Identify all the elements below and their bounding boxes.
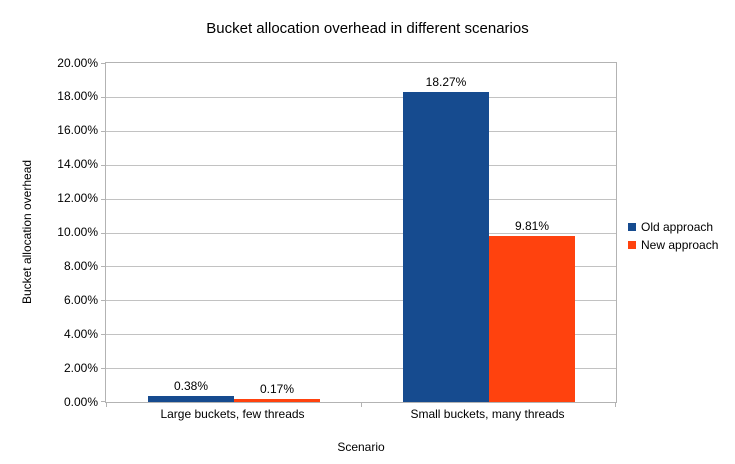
bar-new-approach	[489, 236, 575, 402]
y-axis-tick-label: 6.00%	[63, 293, 98, 307]
x-category-label: Small buckets, many threads	[410, 407, 565, 421]
x-axis-tick	[615, 403, 616, 407]
gridline	[106, 266, 616, 267]
legend-swatch	[628, 241, 636, 249]
y-axis-tick-label: 2.00%	[63, 361, 98, 375]
y-axis-tick	[101, 97, 105, 98]
legend-label: Old approach	[641, 220, 714, 234]
chart-title: Bucket allocation overhead in different …	[206, 20, 529, 37]
plot-area: 0.38% 0.17% 18.27% 9.81%	[101, 62, 617, 407]
y-axis-tick	[101, 131, 105, 132]
y-axis-tick-label: 0.00%	[63, 395, 98, 409]
bar-value-label: 0.38%	[173, 379, 209, 393]
y-axis-tick	[101, 233, 105, 234]
y-axis-tick	[101, 266, 105, 267]
gridline	[106, 368, 616, 369]
y-axis-tick	[101, 165, 105, 166]
x-axis-tick	[361, 403, 362, 407]
y-axis-tick-label: 14.00%	[57, 157, 98, 171]
y-axis-tick	[101, 368, 105, 369]
y-axis-tick-label: 16.00%	[57, 123, 98, 137]
gridline	[106, 165, 616, 166]
x-axis-title: Scenario	[337, 440, 385, 454]
legend-swatch	[628, 223, 636, 231]
x-axis-tick	[106, 403, 107, 407]
bar-value-label: 18.27%	[425, 75, 467, 89]
bar-new-approach	[234, 399, 320, 402]
y-axis-tick	[101, 300, 105, 301]
bar-value-label: 9.81%	[514, 219, 550, 233]
y-axis-tick-labels: 0.00% 2.00% 4.00% 6.00% 8.00% 10.00% 12.00% 14.…	[0, 56, 98, 409]
gridline	[106, 97, 616, 98]
legend: Old approach New approach	[628, 219, 718, 253]
y-axis-tick-label: 4.00%	[63, 327, 98, 341]
y-axis-tick-label: 12.00%	[57, 191, 98, 205]
gridline	[106, 233, 616, 234]
y-axis-tick	[101, 63, 105, 64]
x-axis-category-labels: Large buckets, few threads Small buckets,…	[105, 407, 617, 423]
bar-value-label: 0.17%	[259, 382, 295, 396]
x-category-label: Large buckets, few threads	[160, 407, 305, 421]
legend-label: New approach	[641, 238, 719, 252]
y-axis-tick	[101, 199, 105, 200]
gridline	[106, 334, 616, 335]
y-axis-tick-label: 8.00%	[63, 259, 98, 273]
gridline	[106, 131, 616, 132]
legend-item-old-approach: Old approach	[628, 219, 718, 235]
legend-item-new-approach: New approach	[628, 237, 718, 253]
bar-old-approach	[403, 92, 489, 402]
y-axis-tick	[101, 401, 105, 402]
gridline	[106, 300, 616, 301]
bar-old-approach	[148, 396, 234, 402]
y-axis-tick-label: 10.00%	[57, 225, 98, 239]
gridline	[106, 199, 616, 200]
y-axis-tick-label: 18.00%	[57, 89, 98, 103]
y-axis-tick-label: 20.00%	[57, 56, 98, 70]
y-axis-tick	[101, 334, 105, 335]
